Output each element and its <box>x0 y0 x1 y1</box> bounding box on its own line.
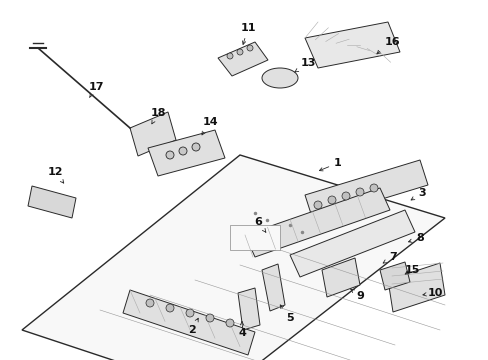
Text: 14: 14 <box>202 117 217 135</box>
Polygon shape <box>218 42 267 76</box>
Circle shape <box>146 299 154 307</box>
Circle shape <box>205 314 214 322</box>
Polygon shape <box>123 290 254 355</box>
Text: 7: 7 <box>383 252 396 263</box>
Text: 12: 12 <box>47 167 63 183</box>
FancyBboxPatch shape <box>229 225 280 250</box>
Polygon shape <box>244 188 389 257</box>
Circle shape <box>192 143 200 151</box>
Text: 18: 18 <box>150 108 165 124</box>
Ellipse shape <box>262 68 297 88</box>
Circle shape <box>165 151 174 159</box>
Circle shape <box>313 201 321 209</box>
Circle shape <box>237 49 243 55</box>
Text: 11: 11 <box>240 23 255 44</box>
Circle shape <box>341 192 349 200</box>
Polygon shape <box>130 112 176 156</box>
Text: 8: 8 <box>407 233 423 243</box>
Polygon shape <box>321 258 359 297</box>
Text: 16: 16 <box>376 37 399 54</box>
Text: 2: 2 <box>188 318 198 335</box>
Polygon shape <box>289 210 414 277</box>
Polygon shape <box>387 263 444 312</box>
Circle shape <box>226 53 232 59</box>
Text: 5: 5 <box>280 305 293 323</box>
Text: 3: 3 <box>410 188 425 200</box>
Text: 15: 15 <box>404 265 419 275</box>
Polygon shape <box>238 288 260 330</box>
Circle shape <box>355 188 363 196</box>
Polygon shape <box>379 262 409 290</box>
Circle shape <box>369 184 377 192</box>
Text: 10: 10 <box>422 288 442 298</box>
Text: 6: 6 <box>254 217 265 232</box>
Polygon shape <box>148 130 224 176</box>
Text: 9: 9 <box>350 289 363 301</box>
Text: 13: 13 <box>294 58 315 72</box>
Polygon shape <box>305 22 399 68</box>
Circle shape <box>179 147 186 155</box>
Text: 4: 4 <box>238 322 245 338</box>
Circle shape <box>185 309 194 317</box>
Circle shape <box>225 319 234 327</box>
Polygon shape <box>262 264 285 311</box>
Text: 17: 17 <box>88 82 103 97</box>
Polygon shape <box>28 186 76 218</box>
Circle shape <box>165 304 174 312</box>
Polygon shape <box>22 155 444 360</box>
Circle shape <box>327 196 335 204</box>
Circle shape <box>246 45 252 51</box>
Polygon shape <box>305 160 427 220</box>
Text: 1: 1 <box>319 158 341 171</box>
